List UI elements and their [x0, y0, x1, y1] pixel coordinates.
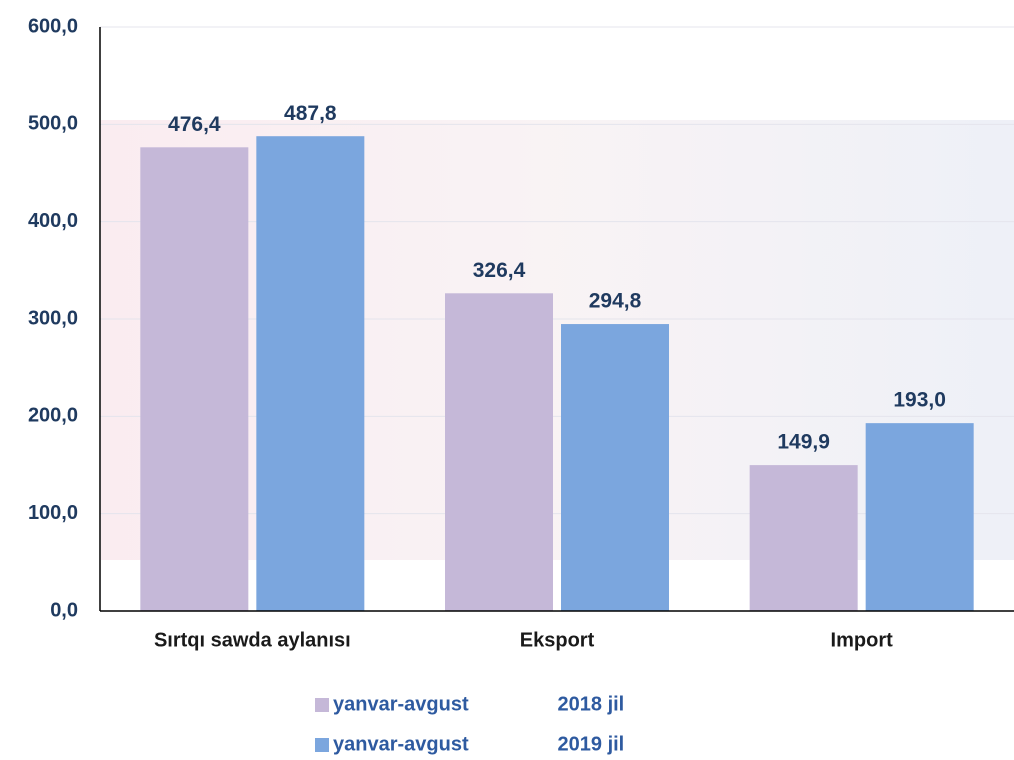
value-label: 487,8	[284, 102, 337, 125]
value-label: 193,0	[893, 389, 946, 412]
y-tick-label: 100,0	[28, 502, 78, 524]
value-label: 294,8	[589, 290, 642, 313]
value-label: 326,4	[473, 259, 526, 282]
bar	[561, 324, 669, 611]
bar	[256, 136, 365, 611]
legend-label: yanvar-avgust 2019 jil	[333, 733, 624, 755]
legend-swatch	[315, 698, 329, 712]
legend-label: yanvar-avgust 2018 jil	[333, 693, 624, 715]
value-label: 476,4	[168, 113, 221, 136]
bar	[445, 293, 553, 611]
bar	[749, 465, 858, 611]
x-tick-label: Eksport	[520, 629, 595, 651]
value-label: 149,9	[777, 431, 830, 454]
bar	[865, 423, 974, 611]
bar	[140, 147, 249, 611]
y-tick-label: 500,0	[28, 113, 78, 135]
y-tick-label: 300,0	[28, 307, 78, 329]
background-map	[101, 120, 1014, 560]
legend-swatch	[315, 738, 329, 752]
x-tick-label: Sırtqı sawda aylanısı	[154, 629, 351, 651]
y-tick-label: 400,0	[28, 210, 78, 232]
y-tick-label: 200,0	[28, 405, 78, 427]
y-tick-label: 0,0	[50, 599, 78, 621]
x-tick-label: Import	[831, 629, 894, 651]
y-tick-label: 600,0	[28, 15, 78, 37]
